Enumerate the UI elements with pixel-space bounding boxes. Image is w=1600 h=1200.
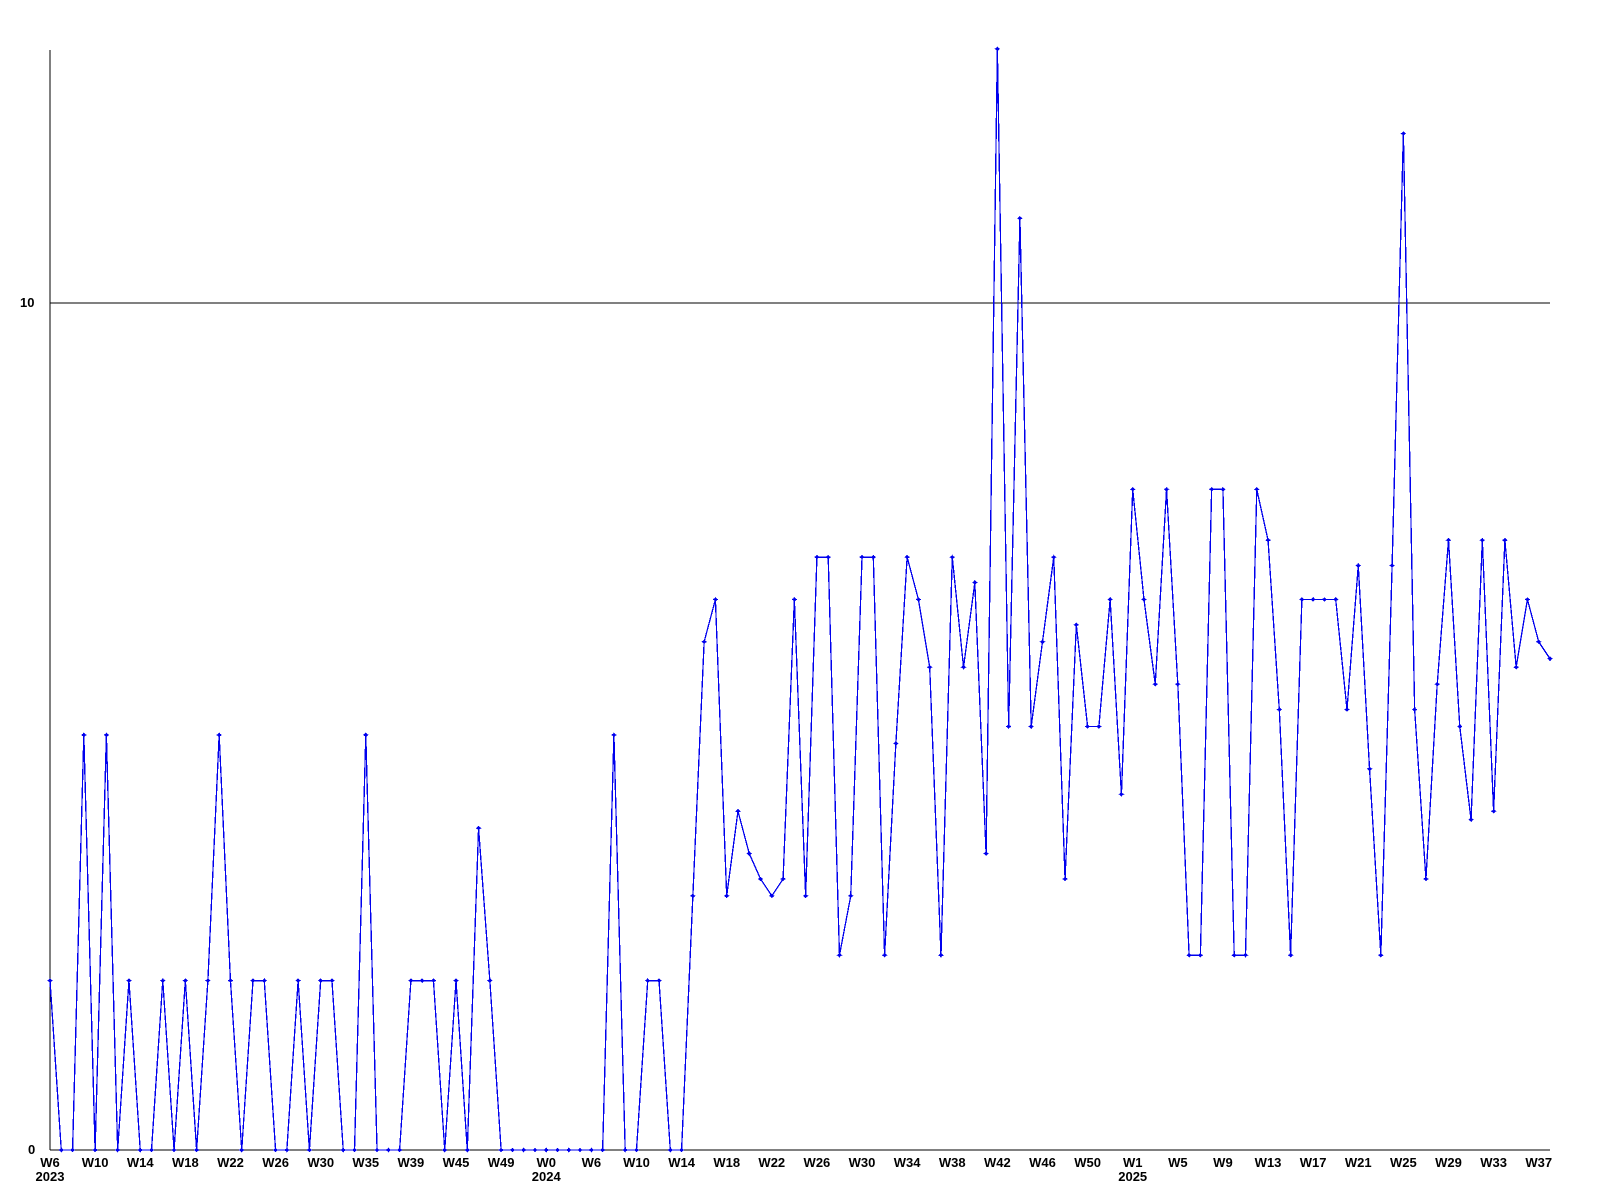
svg-text:W26: W26	[804, 1155, 831, 1170]
svg-text:W29: W29	[1435, 1155, 1462, 1170]
svg-text:W42: W42	[984, 1155, 1011, 1170]
svg-text:W49: W49	[488, 1155, 515, 1170]
svg-text:10: 10	[20, 295, 34, 310]
svg-text:W22: W22	[217, 1155, 244, 1170]
svg-text:W37: W37	[1525, 1155, 1552, 1170]
svg-text:W10: W10	[82, 1155, 109, 1170]
svg-text:W33: W33	[1480, 1155, 1507, 1170]
svg-text:W6: W6	[40, 1155, 60, 1170]
svg-text:W34: W34	[894, 1155, 922, 1170]
svg-text:W30: W30	[849, 1155, 876, 1170]
svg-text:W30: W30	[307, 1155, 334, 1170]
svg-text:W17: W17	[1300, 1155, 1327, 1170]
svg-text:W18: W18	[713, 1155, 740, 1170]
svg-text:W14: W14	[127, 1155, 155, 1170]
svg-text:W50: W50	[1074, 1155, 1101, 1170]
svg-text:2024: 2024	[532, 1169, 562, 1184]
svg-text:W9: W9	[1213, 1155, 1233, 1170]
svg-text:W1: W1	[1123, 1155, 1143, 1170]
svg-text:2023: 2023	[36, 1169, 65, 1184]
svg-text:0: 0	[28, 1142, 35, 1157]
svg-text:W21: W21	[1345, 1155, 1372, 1170]
svg-text:2025: 2025	[1118, 1169, 1147, 1184]
svg-text:W0: W0	[536, 1155, 556, 1170]
svg-text:W6: W6	[582, 1155, 602, 1170]
svg-text:W45: W45	[443, 1155, 470, 1170]
svg-text:W26: W26	[262, 1155, 289, 1170]
svg-text:W39: W39	[398, 1155, 425, 1170]
svg-text:W10: W10	[623, 1155, 650, 1170]
svg-text:W14: W14	[668, 1155, 696, 1170]
svg-text:W38: W38	[939, 1155, 966, 1170]
svg-text:W25: W25	[1390, 1155, 1417, 1170]
svg-text:W13: W13	[1255, 1155, 1282, 1170]
svg-text:W18: W18	[172, 1155, 199, 1170]
svg-text:W22: W22	[758, 1155, 785, 1170]
svg-text:W5: W5	[1168, 1155, 1188, 1170]
svg-text:W35: W35	[352, 1155, 379, 1170]
svg-text:W46: W46	[1029, 1155, 1056, 1170]
